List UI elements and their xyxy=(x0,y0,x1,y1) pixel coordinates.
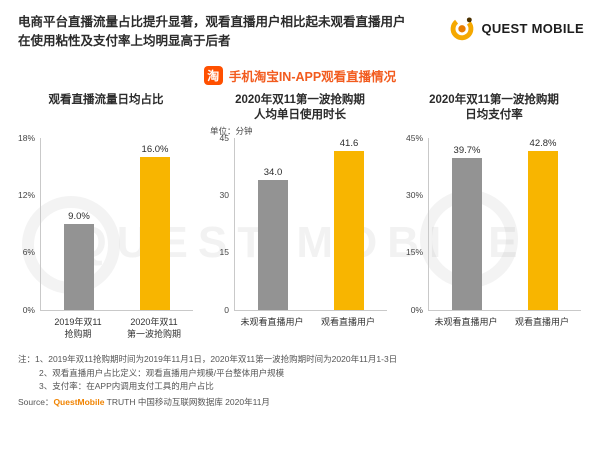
x-category-label: 未观看直播用户 xyxy=(234,316,310,329)
x-axis-labels: 2019年双11 抢购期 2020年双11 第一波抢购期 xyxy=(40,311,192,341)
x-category-label-line: 未观看直播用户 xyxy=(240,316,304,327)
section-header: 淘 手机淘宝IN-APP观看直播情况 xyxy=(0,65,600,85)
y-tick-label: 0% xyxy=(410,304,423,315)
bar-value-label: 39.7% xyxy=(453,145,481,157)
chart-unit-label xyxy=(14,125,198,138)
bar-value-label: 34.0 xyxy=(263,166,283,178)
y-tick-label: 30% xyxy=(405,190,423,201)
footnotes: 注：1、2019年双11抢购期时间为2019年11月1日，2020年双11第一波… xyxy=(0,341,600,394)
y-tick-label: 12% xyxy=(17,190,35,201)
bar xyxy=(452,158,482,310)
bar xyxy=(528,150,558,310)
y-tick-label: 45 xyxy=(219,132,229,143)
chart-daily-usage-minutes: 2020年双11第一波抢购期 人均单日使用时长 单位：分钟 45 30 15 0 34.… xyxy=(208,93,392,341)
chart-title-line: 观看直播流量日均占比 xyxy=(48,93,164,106)
bar-group: 16.0% xyxy=(124,138,186,310)
x-axis-labels: 未观看直播用户 观看直播用户 xyxy=(234,311,386,329)
taobao-app-icon: 淘 xyxy=(203,65,223,85)
footnote-line: 注：1、2019年双11抢购期时间为2019年11月1日，2020年双11第一波… xyxy=(18,353,398,364)
chart-live-traffic-share: 观看直播流量日均占比 18% 12% 6% 0% 9.0% 16.0% 2019年双11… xyxy=(14,93,198,341)
x-category-label-line: 第一波抢购期 xyxy=(126,329,181,340)
y-tick-label: 45% xyxy=(405,132,423,143)
x-category-label-line: 抢购期 xyxy=(64,329,92,340)
section-title: 手机淘宝IN-APP观看直播情况 xyxy=(228,69,397,84)
chart-title-line: 2020年双11第一波抢购期 xyxy=(429,93,559,106)
bar-group: 34.0 xyxy=(242,138,304,310)
bar xyxy=(334,150,364,310)
bar-value-label: 41.6 xyxy=(339,137,359,149)
bar-value-label: 42.8% xyxy=(529,137,557,149)
plot-area: 9.0% 16.0% xyxy=(40,137,193,311)
bar-group: 9.0% xyxy=(48,138,110,310)
x-category-label: 观看直播用户 xyxy=(310,316,386,329)
questmobile-logo: QUEST MOBILE xyxy=(449,15,584,41)
y-axis: 18% 12% 6% 0% xyxy=(14,133,40,315)
questmobile-logo-text: QUEST MOBILE xyxy=(481,20,584,36)
x-category-label: 2020年双11 第一波抢购期 xyxy=(116,316,192,341)
y-tick-label: 0 xyxy=(224,304,229,315)
chart-unit-label xyxy=(402,125,586,138)
x-category-label-line: 观看直播用户 xyxy=(514,316,569,327)
y-tick-label: 6% xyxy=(22,247,35,258)
chart-title: 2020年双11第一波抢购期 人均单日使用时长 xyxy=(208,93,392,125)
bar xyxy=(258,179,288,310)
source-line: Source：QuestMobile TRUTH 中国移动互联网数据库 2020… xyxy=(0,394,600,408)
bar-group: 39.7% xyxy=(436,138,498,310)
x-category-label: 观看直播用户 xyxy=(504,316,580,329)
x-category-label-line: 2019年双11 xyxy=(54,316,102,327)
y-tick-label: 0% xyxy=(22,304,35,315)
charts-row: 观看直播流量日均占比 18% 12% 6% 0% 9.0% 16.0% 2019年双11… xyxy=(0,93,600,341)
bar-group: 41.6 xyxy=(318,138,380,310)
x-category-label-line: 2020年双11 xyxy=(130,316,178,327)
x-category-label-line: 观看直播用户 xyxy=(320,316,375,327)
chart-title-line: 人均单日使用时长 xyxy=(254,109,346,122)
source-suffix: TRUTH 中国移动互联网数据库 2020年11月 xyxy=(104,396,270,407)
source-brand: QuestMobile xyxy=(53,396,105,407)
footnote-line: 3、支付率：在APP内调用支付工具的用户占比 xyxy=(39,381,214,392)
bar-value-label: 16.0% xyxy=(141,143,169,155)
questmobile-logo-icon xyxy=(449,15,475,41)
chart-title-line: 日均支付率 xyxy=(465,109,523,122)
bar-group: 42.8% xyxy=(512,138,574,310)
x-category-label-line: 未观看直播用户 xyxy=(434,316,498,327)
x-category-label: 未观看直播用户 xyxy=(428,316,504,329)
plot-area: 39.7% 42.8% xyxy=(428,137,581,311)
footnote-line: 2、观看直播用户占比定义：观看直播用户规模/平台整体用户规模 xyxy=(39,367,285,378)
x-category-label: 2019年双11 抢购期 xyxy=(40,316,116,341)
bar-value-label: 9.0% xyxy=(68,210,90,222)
chart-unit-label: 单位：分钟 xyxy=(210,125,253,136)
chart-title-line: 2020年双11第一波抢购期 xyxy=(235,93,365,106)
chart-daily-payment-rate: 2020年双11第一波抢购期 日均支付率 45% 30% 15% 0% 39.7% 42.… xyxy=(402,93,586,341)
page-title: 电商平台直播流量占比提升显著，观看直播用户相比起未观看直播用户在使用粘性及支付率… xyxy=(18,15,406,49)
bar xyxy=(140,156,170,310)
y-tick-label: 15% xyxy=(405,247,423,258)
header: 电商平台直播流量占比提升显著，观看直播用户相比起未观看直播用户在使用粘性及支付率… xyxy=(0,0,600,52)
plot-area: 34.0 41.6 xyxy=(234,137,387,311)
y-tick-label: 18% xyxy=(17,132,35,143)
y-axis: 45% 30% 15% 0% xyxy=(402,133,428,315)
chart-title: 2020年双11第一波抢购期 日均支付率 xyxy=(402,93,586,125)
x-axis-labels: 未观看直播用户 观看直播用户 xyxy=(428,311,580,329)
bar xyxy=(64,223,94,310)
y-tick-label: 15 xyxy=(219,247,229,258)
y-axis: 45 30 15 0 xyxy=(208,133,234,315)
source-prefix: Source： xyxy=(18,396,54,407)
chart-title: 观看直播流量日均占比 xyxy=(14,93,198,125)
y-tick-label: 30 xyxy=(219,190,229,201)
